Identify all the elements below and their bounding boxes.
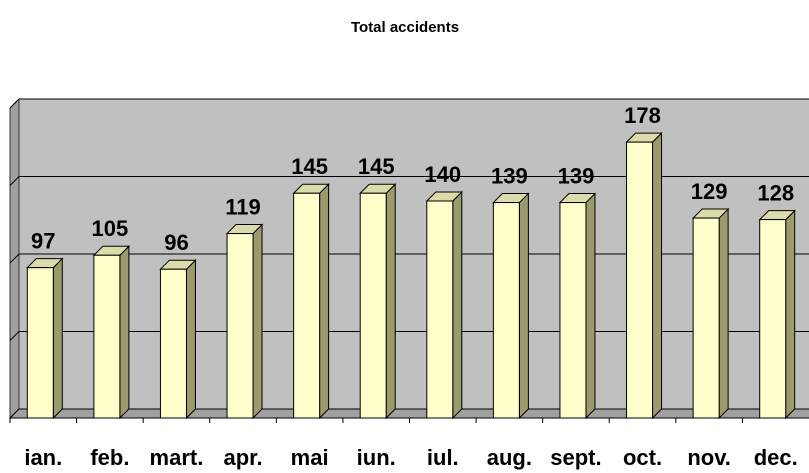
grid-line-side: [9, 408, 20, 419]
x-tick-label: mart.: [150, 445, 204, 470]
bar-side: [252, 223, 263, 420]
grid-line-side: [9, 253, 20, 264]
bar-side: [452, 190, 463, 420]
x-tick-label: iul.: [427, 445, 459, 470]
value-label: 145: [358, 154, 395, 179]
x-tick-label: iun.: [357, 445, 396, 470]
bar-front: [626, 141, 654, 419]
x-tick-label: ian.: [24, 445, 62, 470]
bar-side: [52, 257, 63, 420]
bar: [558, 192, 597, 420]
x-tick-label: feb.: [90, 445, 129, 470]
bar-front: [759, 219, 787, 419]
bar: [758, 209, 796, 420]
bar: [92, 245, 131, 420]
bar-front: [26, 267, 54, 419]
bar-side: [718, 207, 729, 420]
bar-side: [119, 245, 130, 420]
bar: [359, 183, 397, 420]
floor: [8, 408, 809, 419]
bar: [159, 258, 197, 420]
value-label: 128: [757, 180, 794, 205]
value-label: 140: [424, 162, 461, 187]
bar-front: [226, 233, 254, 419]
bar: [225, 223, 264, 420]
bar-side: [319, 183, 330, 420]
x-tick-label: nov.: [687, 445, 731, 470]
value-label: 119: [225, 194, 261, 219]
bar-front: [293, 192, 321, 419]
bar-front: [159, 268, 187, 419]
bar-front: [492, 202, 520, 419]
bar-front: [692, 217, 720, 419]
bar: [26, 257, 64, 420]
bar-side: [518, 192, 529, 420]
value-label: 139: [558, 163, 595, 188]
bar: [691, 207, 730, 420]
bar-side: [185, 258, 196, 420]
value-label: 96: [164, 230, 188, 255]
grid-line-side: [9, 98, 20, 109]
grid-line-side: [9, 176, 20, 186]
value-label: 105: [92, 216, 129, 241]
bar-side: [385, 183, 396, 420]
value-label: 145: [291, 154, 328, 179]
bar-front: [93, 254, 121, 419]
value-label: 97: [31, 228, 55, 253]
bar: [492, 192, 530, 420]
bar-front: [359, 192, 387, 419]
value-label: 178: [624, 103, 661, 128]
x-tick-label: sept.: [550, 445, 601, 470]
bar-side: [785, 209, 796, 420]
x-tick-label: aug.: [487, 445, 532, 470]
grid-line-side: [9, 331, 20, 341]
chart-title: Total accidents: [351, 19, 459, 36]
x-tick-label: mai: [291, 445, 329, 470]
bar: [625, 131, 663, 420]
bar-side: [652, 131, 663, 420]
bar-side: [585, 192, 596, 420]
x-tick-label: dec.: [754, 445, 798, 470]
value-label: 139: [491, 163, 528, 188]
bar: [292, 183, 330, 420]
bar-front: [426, 200, 454, 419]
x-tick-label: oct.: [623, 445, 662, 470]
bar: [425, 190, 463, 420]
x-tick-label: apr.: [223, 445, 262, 470]
value-label: 129: [691, 179, 728, 204]
bar-front: [559, 202, 587, 419]
